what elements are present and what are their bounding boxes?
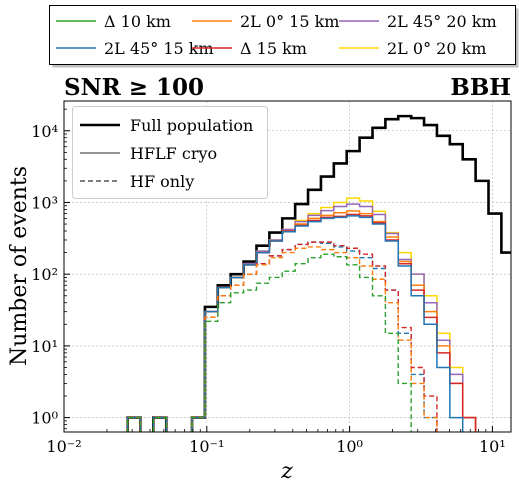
style-legend-label: Full population xyxy=(130,116,253,135)
series-line xyxy=(126,213,477,432)
axis-ticks: 10⁻² 10⁻¹ 10⁰ 10¹ 10⁰ 10¹ 10² 10³ 10⁴ xyxy=(31,108,506,456)
series-line xyxy=(126,246,438,432)
y-tick-label: 10² xyxy=(31,265,58,284)
style-legend-frame xyxy=(72,106,268,199)
y-tick-label: 10⁰ xyxy=(31,409,58,428)
y-tick-label: 10⁴ xyxy=(31,122,58,141)
color-legend-label: Δ 15 km xyxy=(240,39,307,58)
color-legend-label: 2L 0° 20 km xyxy=(387,39,486,58)
color-legend-label: Δ 10 km xyxy=(104,12,171,31)
series-line xyxy=(126,253,412,432)
style-legend-label: HFLF cryo xyxy=(130,144,217,163)
series-line xyxy=(126,215,464,432)
color-legend-label: 2L 45° 20 km xyxy=(387,12,497,31)
style-legend-label: HF only xyxy=(130,172,194,191)
color-legend-label: 2L 45° 15 km xyxy=(104,39,214,58)
y-axis-label: Number of events xyxy=(7,166,32,366)
series-line xyxy=(126,203,477,432)
x-tick-label: 10⁻¹ xyxy=(189,437,224,456)
y-tick-label: 10¹ xyxy=(31,337,58,356)
x-tick-label: 10⁻² xyxy=(46,437,81,456)
series-line xyxy=(126,241,438,432)
plot-frame xyxy=(63,100,512,433)
panel-label-left: SNR ≥ 100 xyxy=(64,74,204,101)
style-legend: Full population HFLF cryo HF only xyxy=(72,106,268,199)
y-tick-label: 10³ xyxy=(31,193,58,212)
series-group xyxy=(126,114,511,432)
series-line xyxy=(126,241,438,432)
series-line xyxy=(126,114,511,432)
color-legend-label: 2L 0° 15 km xyxy=(240,12,339,31)
series-line xyxy=(126,210,477,432)
x-tick-label: 10⁰ xyxy=(336,437,363,456)
x-tick-label: 10¹ xyxy=(479,437,506,456)
x-axis-label: z xyxy=(280,459,293,484)
panel-label-right: BBH xyxy=(450,74,511,101)
series-line xyxy=(126,197,477,432)
color-legend-frame xyxy=(49,5,516,65)
color-legend: Δ 10 km 2L 45° 15 km 2L 0° 15 km Δ 15 km 2L … xyxy=(49,5,519,68)
